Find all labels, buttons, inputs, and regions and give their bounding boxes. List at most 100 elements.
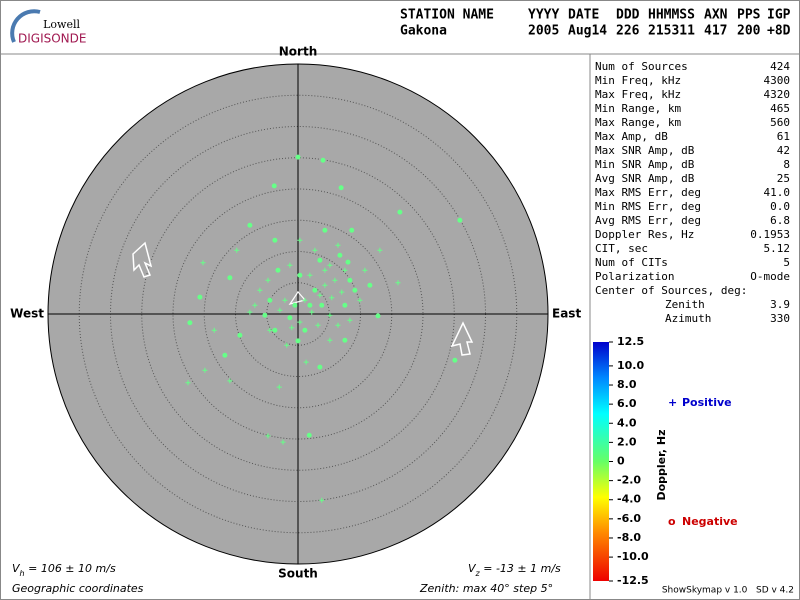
source-negative [322, 227, 328, 233]
source-negative [237, 332, 243, 338]
zenith-label: Zenith: max 40° step 5° [419, 582, 553, 595]
stat-label: Avg SNR Amp, dB [595, 172, 695, 185]
source-positive [202, 367, 208, 373]
source-positive [284, 342, 290, 348]
colorbar-tick-label: 12.5 [617, 335, 644, 348]
stat-value: 0.1953 [750, 228, 790, 241]
source-positive [342, 267, 348, 273]
stat-value: O-mode [750, 270, 790, 283]
stat-value: 424 [770, 60, 790, 73]
source-negative [342, 337, 348, 343]
source-positive [234, 247, 240, 253]
source-negative [262, 312, 268, 318]
source-positive [302, 297, 308, 303]
stat-label: Max RMS Err, deg [595, 186, 701, 199]
stat-label: Min SNR Amp, dB [595, 158, 695, 171]
source-negative [287, 315, 293, 321]
south-label: South [278, 567, 318, 581]
stat-label: Azimuth [665, 312, 711, 325]
source-negative [397, 209, 403, 215]
source-positive [327, 337, 333, 343]
header-value: +8D [767, 24, 791, 39]
source-positive [252, 302, 258, 308]
stat-value: 330 [770, 312, 790, 325]
source-negative [227, 275, 233, 281]
source-negative [295, 154, 301, 160]
source-negative [187, 320, 193, 326]
stat-label: Max Amp, dB [595, 130, 668, 143]
source-positive [297, 237, 303, 243]
stat-label: Max Range, km [595, 116, 681, 129]
source-positive [282, 297, 288, 303]
source-negative [247, 222, 253, 228]
source-positive [322, 282, 328, 288]
source-negative [306, 432, 312, 438]
stat-label: Min RMS Err, deg [595, 200, 701, 213]
header-label: AXN [704, 8, 728, 23]
stat-value: 3.9 [770, 298, 790, 311]
header-value: 226 [616, 24, 640, 39]
source-positive [309, 309, 315, 315]
coords-label: Geographic coordinates [12, 582, 144, 595]
header-label: YYYY [528, 8, 559, 23]
source-positive [247, 309, 253, 315]
stat-label: CIT, sec [595, 242, 648, 255]
stat-value: 0.0 [770, 200, 790, 213]
source-negative [452, 357, 458, 363]
stat-label: Avg RMS Err, deg [595, 214, 701, 227]
source-positive [322, 267, 328, 273]
stat-value: 5.12 [764, 242, 791, 255]
source-positive [276, 384, 282, 390]
stat-value: 465 [770, 102, 790, 115]
colorbar-tick-label: 8.0 [617, 378, 637, 391]
stat-value: 5 [783, 256, 790, 269]
colorbar-tick-label: -12.5 [617, 574, 649, 587]
source-negative [302, 327, 308, 333]
header-value: Aug14 [568, 24, 607, 39]
source-positive [267, 327, 273, 333]
source-positive [377, 247, 383, 253]
source-negative [317, 364, 323, 370]
stat-value: 4300 [764, 74, 791, 87]
logo-top: Lowell [43, 18, 80, 31]
stat-value: 6.8 [770, 214, 790, 227]
source-negative [347, 277, 353, 283]
stat-value: 42 [777, 144, 790, 157]
colorbar-title: Doppler, Hz [655, 429, 668, 500]
source-negative [271, 183, 277, 189]
colorbar [593, 342, 609, 581]
source-positive [395, 280, 401, 286]
header-label: STATION NAME [400, 8, 494, 23]
header-label: HHMMSS [648, 8, 695, 23]
source-negative [297, 272, 303, 278]
logo-bottom: DIGISONDE [18, 32, 86, 46]
east-label: East [552, 307, 581, 321]
stat-value: 41.0 [764, 186, 791, 199]
vh-label: Vh = 106 ± 10 m/s [12, 562, 116, 578]
source-positive [185, 380, 191, 386]
colorbar-tick-label: 6.0 [617, 397, 637, 410]
source-negative [352, 287, 358, 293]
source-negative [272, 327, 278, 333]
source-negative [319, 302, 325, 308]
logo-arc [10, 9, 41, 43]
source-negative [345, 259, 351, 265]
source-positive [265, 433, 271, 439]
source-negative [292, 302, 298, 308]
colorbar-tick-label: -8.0 [617, 531, 641, 544]
source-positive [317, 292, 323, 298]
source-positive [257, 287, 263, 293]
source-positive [332, 277, 338, 283]
stat-label: Doppler Res, Hz [595, 228, 694, 241]
source-positive [200, 260, 206, 266]
source-positive [335, 322, 341, 328]
version-label: ShowSkymap v 1.0 SD v 4.2 [662, 586, 794, 596]
header-value: Gakona [400, 24, 447, 39]
source-negative [197, 294, 203, 300]
header-value: 215311 [648, 24, 695, 39]
drift-arrow [450, 321, 474, 356]
header-value: 2005 [528, 24, 559, 39]
colorbar-tick-label: -6.0 [617, 512, 641, 525]
stat-label: Num of Sources [595, 60, 688, 73]
header-label: IGP [767, 8, 791, 23]
